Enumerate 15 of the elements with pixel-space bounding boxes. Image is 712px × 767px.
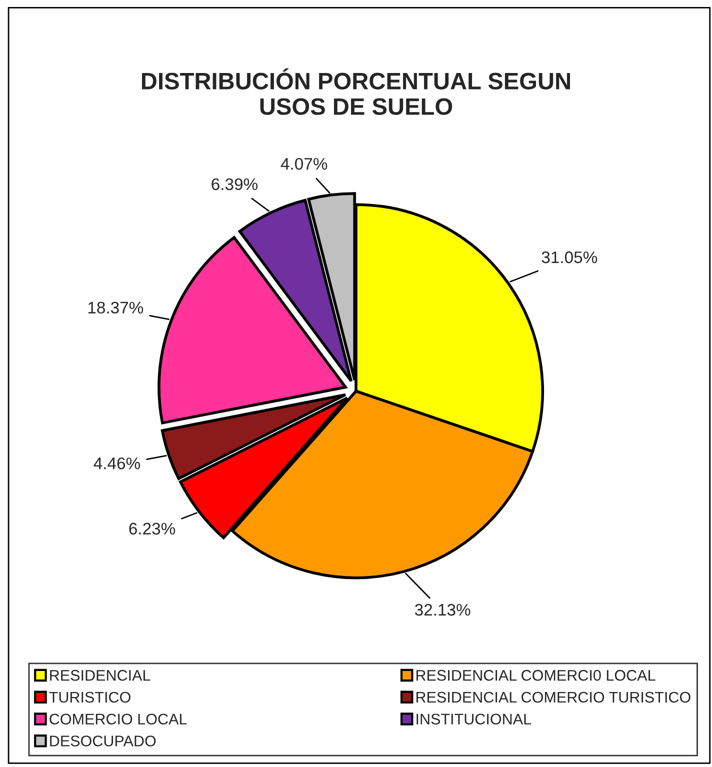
data-label: 18.37% [88, 302, 144, 314]
legend-label: INSTITUCIONAL [416, 714, 532, 725]
legend-label: COMERCIO LOCAL [50, 714, 187, 725]
legend-label: RESIDENCIAL COMERCIO TURISTICO [416, 692, 690, 703]
data-label: 6.39% [212, 178, 258, 190]
legend-label: RESIDENCIAL [50, 670, 150, 681]
data-label: 32.13% [414, 604, 470, 616]
legend-label: RESIDENCIAL COMERCI0 LOCAL [416, 670, 656, 681]
data-label: 4.46% [94, 457, 140, 470]
data-label: 31.05% [542, 251, 598, 264]
data-label: 4.07% [280, 158, 328, 170]
data-label: 6.23% [129, 522, 176, 535]
chart-title: DISTRIBUCIÓN PORCENTUAL SEGUN USOS DE SUELO [142, 68, 570, 115]
legend-label: TURISTICO [49, 692, 130, 703]
legend-label: DESOCUPADO [50, 736, 156, 746]
